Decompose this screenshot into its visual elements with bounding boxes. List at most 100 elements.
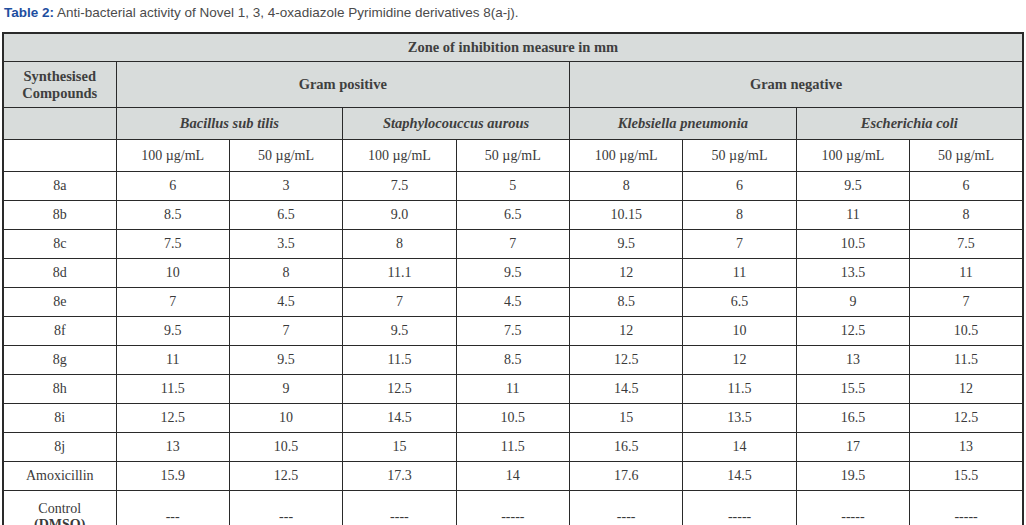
value-cell: 7 bbox=[343, 288, 456, 317]
value-cell: 9.0 bbox=[343, 201, 456, 230]
value-cell: 12.5 bbox=[116, 404, 229, 433]
value-cell: 7 bbox=[683, 230, 796, 259]
compound-cell: 8c bbox=[3, 230, 116, 259]
compound-cell: 8f bbox=[3, 317, 116, 346]
value-cell: 11 bbox=[683, 259, 796, 288]
page: Table 2: Anti-bacterial activity of Nove… bbox=[0, 0, 1026, 525]
value-cell: ----- bbox=[683, 491, 796, 525]
value-cell: 8.5 bbox=[456, 346, 569, 375]
value-cell: 17.6 bbox=[570, 462, 683, 491]
concentration-row: 100 µg/mL50 µg/mL100 µg/mL50 µg/mL100 µg… bbox=[3, 140, 1023, 172]
value-cell: 13 bbox=[796, 346, 909, 375]
value-cell: 10.5 bbox=[229, 433, 342, 462]
table-caption: Table 2: Anti-bacterial activity of Nove… bbox=[4, 5, 518, 20]
table-row: 8g119.511.58.512.5121311.5 bbox=[3, 346, 1023, 375]
value-cell: 13.5 bbox=[683, 404, 796, 433]
organism-header-row: Bacillus sub tilis Staphylocouccus aurou… bbox=[3, 108, 1023, 140]
compound-cell: 8i bbox=[3, 404, 116, 433]
table-row: 8j1310.51511.516.5141713 bbox=[3, 433, 1023, 462]
value-cell: 12 bbox=[570, 259, 683, 288]
value-cell: 6 bbox=[116, 172, 229, 201]
value-cell: 6 bbox=[910, 172, 1023, 201]
value-cell: 12.5 bbox=[570, 346, 683, 375]
value-cell: 10.5 bbox=[910, 317, 1023, 346]
compound-cell: 8j bbox=[3, 433, 116, 462]
compound-cell: Control(DMSO) bbox=[3, 491, 116, 525]
value-cell: 9 bbox=[229, 375, 342, 404]
organism-header: Klebsiella pneumonia bbox=[570, 108, 797, 140]
value-cell: 12 bbox=[910, 375, 1023, 404]
value-cell: 9.5 bbox=[456, 259, 569, 288]
value-cell: 11.5 bbox=[456, 433, 569, 462]
gram-negative-header: Gram negative bbox=[570, 62, 1024, 108]
value-cell: --- bbox=[116, 491, 229, 525]
table-row: 8d10811.19.5121113.511 bbox=[3, 259, 1023, 288]
table-row: 8i12.51014.510.51513.516.512.5 bbox=[3, 404, 1023, 433]
concentration-header: 100 µg/mL bbox=[116, 140, 229, 172]
value-cell: 8 bbox=[910, 201, 1023, 230]
organism-header: Bacillus sub tilis bbox=[116, 108, 343, 140]
value-cell: 10.5 bbox=[796, 230, 909, 259]
compound-cell: Amoxicillin bbox=[3, 462, 116, 491]
value-cell: 7 bbox=[456, 230, 569, 259]
value-cell: 4.5 bbox=[456, 288, 569, 317]
compound-sublabel: (DMSO) bbox=[6, 517, 114, 525]
value-cell: 15.5 bbox=[796, 375, 909, 404]
value-cell: 11 bbox=[116, 346, 229, 375]
concentration-header: 50 µg/mL bbox=[910, 140, 1023, 172]
main-header-cell: Zone of inhibition measure in mm bbox=[3, 33, 1023, 62]
value-cell: 11 bbox=[456, 375, 569, 404]
value-cell: 7 bbox=[229, 317, 342, 346]
value-cell: 11.5 bbox=[910, 346, 1023, 375]
concentration-header: 100 µg/mL bbox=[343, 140, 456, 172]
value-cell: 13.5 bbox=[796, 259, 909, 288]
value-cell: 14 bbox=[683, 433, 796, 462]
value-cell: 9.5 bbox=[116, 317, 229, 346]
value-cell: 11.1 bbox=[343, 259, 456, 288]
compound-cell: 8a bbox=[3, 172, 116, 201]
value-cell: 8.5 bbox=[570, 288, 683, 317]
value-cell: 8 bbox=[229, 259, 342, 288]
value-cell: 15.9 bbox=[116, 462, 229, 491]
value-cell: 14.5 bbox=[570, 375, 683, 404]
value-cell: 16.5 bbox=[796, 404, 909, 433]
value-cell: ----- bbox=[796, 491, 909, 525]
value-cell: 6.5 bbox=[456, 201, 569, 230]
table-row: 8e74.574.58.56.597 bbox=[3, 288, 1023, 317]
value-cell: 7.5 bbox=[910, 230, 1023, 259]
gram-positive-header: Gram positive bbox=[116, 62, 570, 108]
value-cell: 13 bbox=[116, 433, 229, 462]
table-row: 8a637.55869.56 bbox=[3, 172, 1023, 201]
value-cell: ---- bbox=[570, 491, 683, 525]
value-cell: 11 bbox=[796, 201, 909, 230]
compound-cell: 8d bbox=[3, 259, 116, 288]
value-cell: 15 bbox=[343, 433, 456, 462]
value-cell: 11.5 bbox=[343, 346, 456, 375]
value-cell: 6.5 bbox=[229, 201, 342, 230]
value-cell: 3.5 bbox=[229, 230, 342, 259]
value-cell: 9 bbox=[796, 288, 909, 317]
value-cell: 8 bbox=[343, 230, 456, 259]
compound-header-cell: Synthesised Compounds bbox=[3, 62, 116, 108]
value-cell: 14.5 bbox=[343, 404, 456, 433]
compound-cell: 8h bbox=[3, 375, 116, 404]
compound-label: Control bbox=[6, 501, 114, 517]
value-cell: 9.5 bbox=[229, 346, 342, 375]
value-cell: 16.5 bbox=[570, 433, 683, 462]
value-cell: --- bbox=[229, 491, 342, 525]
main-header-row: Zone of inhibition measure in mm bbox=[3, 33, 1023, 62]
table-row: 8c7.53.5879.5710.57.5 bbox=[3, 230, 1023, 259]
value-cell: ----- bbox=[910, 491, 1023, 525]
table-row: Control(DMSO)---------------------------… bbox=[3, 491, 1023, 525]
value-cell: ---- bbox=[343, 491, 456, 525]
value-cell: 9.5 bbox=[570, 230, 683, 259]
value-cell: 8 bbox=[683, 201, 796, 230]
concentration-header: 100 µg/mL bbox=[796, 140, 909, 172]
value-cell: 9.5 bbox=[343, 317, 456, 346]
value-cell: 12.5 bbox=[343, 375, 456, 404]
empty-cell bbox=[3, 108, 116, 140]
value-cell: 12.5 bbox=[796, 317, 909, 346]
value-cell: 9.5 bbox=[796, 172, 909, 201]
value-cell: 10 bbox=[116, 259, 229, 288]
table-row: Amoxicillin15.912.517.31417.614.519.515.… bbox=[3, 462, 1023, 491]
